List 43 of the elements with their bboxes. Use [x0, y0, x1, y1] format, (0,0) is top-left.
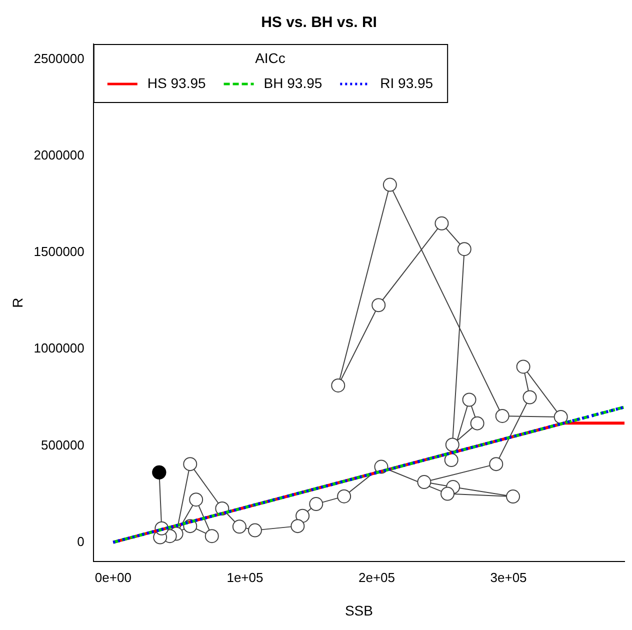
- x-tick-label: 3e+05: [490, 570, 527, 585]
- point: [457, 242, 472, 256]
- point: [372, 298, 386, 312]
- x-tick-label: 1e+05: [226, 570, 264, 585]
- point: [554, 410, 568, 424]
- legend-title: AICc: [255, 50, 286, 66]
- point: [331, 378, 346, 392]
- chart-title: HS vs. BH vs. RI: [261, 14, 377, 32]
- point: [445, 438, 460, 452]
- point: [434, 216, 449, 230]
- point: [522, 390, 537, 404]
- legend-label: HS 93.95: [147, 74, 206, 91]
- point: [183, 457, 198, 472]
- point: [495, 408, 510, 423]
- point: [417, 475, 432, 490]
- point: [382, 178, 397, 192]
- point: [204, 529, 219, 544]
- legend-label: BH 93.95: [264, 74, 322, 91]
- point: [248, 523, 262, 538]
- y-tick-label: 1000000: [34, 340, 84, 356]
- point: [444, 453, 458, 468]
- point: [440, 486, 455, 501]
- x-axis-title: SSB: [344, 602, 373, 618]
- legend-label: RI 93.95: [380, 74, 434, 91]
- point: [309, 497, 324, 512]
- y-tick-label: 1500000: [34, 244, 84, 260]
- y-tick-label: 2000000: [34, 148, 84, 163]
- point: [506, 490, 520, 504]
- point: [489, 457, 504, 472]
- point: [290, 519, 305, 534]
- x-tick-label: 0e+00: [94, 570, 132, 585]
- y-tick-label: 0: [77, 534, 84, 549]
- x-tick-label: 2e+05: [358, 570, 396, 585]
- y-tick-label: 2500000: [34, 51, 84, 66]
- y-axis-title: R: [9, 298, 26, 308]
- point: [296, 508, 310, 523]
- point: [516, 360, 530, 374]
- point: [470, 416, 484, 430]
- point: [232, 520, 246, 534]
- point: [337, 489, 352, 504]
- y-tick-label: 500000: [41, 437, 84, 452]
- point: [189, 492, 204, 507]
- point: [462, 392, 476, 407]
